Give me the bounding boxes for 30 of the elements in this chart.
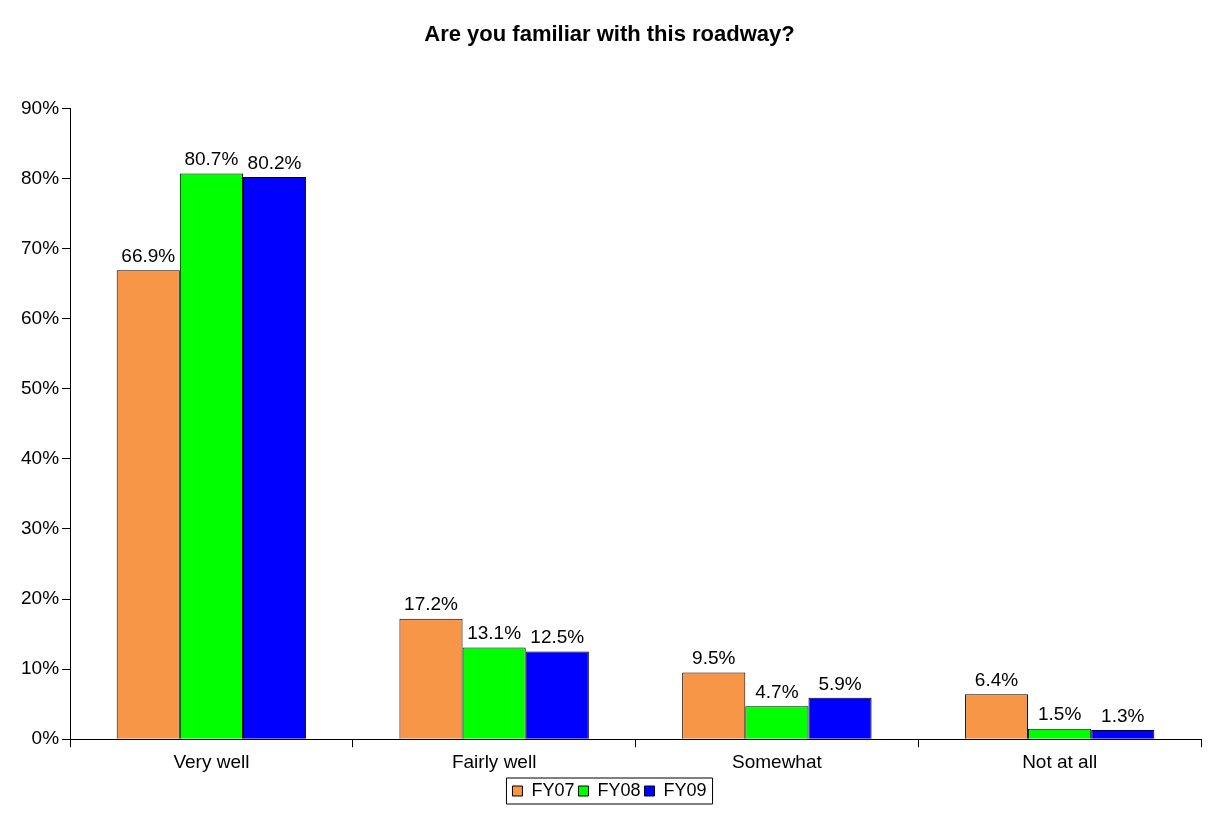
x-tick-label: Very well: [173, 750, 250, 772]
x-tick-label: Not at all: [1022, 750, 1098, 772]
y-tick-label: 60%: [21, 306, 60, 328]
legend-label: FY07: [531, 779, 575, 800]
x-tick-label: Fairly well: [451, 750, 537, 772]
data-label: 13.1%: [467, 622, 522, 644]
data-label: 4.7%: [755, 680, 799, 702]
chart-title: Are you familiar with this roadway?: [424, 21, 795, 47]
y-tick-label: 10%: [21, 657, 60, 679]
data-label: 80.2%: [247, 151, 302, 173]
data-label: 5.9%: [818, 672, 862, 694]
data-label: 6.4%: [974, 669, 1019, 691]
legend-label: FY08: [597, 779, 641, 800]
y-tick-label: 90%: [21, 96, 60, 118]
data-label: 1.5%: [1037, 703, 1082, 725]
data-label: 66.9%: [121, 245, 176, 267]
y-tick-label: 50%: [21, 376, 60, 398]
data-label: 80.7%: [184, 148, 239, 170]
y-tick-label: 70%: [21, 236, 60, 258]
data-label: 1.3%: [1101, 704, 1145, 726]
data-label: 12.5%: [530, 626, 585, 648]
y-tick-label: 80%: [21, 166, 60, 188]
data-label: 17.2%: [404, 593, 459, 615]
y-tick-label: 20%: [21, 587, 60, 609]
y-tick-label: 40%: [21, 447, 60, 469]
x-tick-label: Somewhat: [731, 750, 823, 772]
y-tick-label: 30%: [21, 517, 60, 539]
legend-label: FY09: [663, 779, 707, 800]
data-label: 9.5%: [692, 647, 736, 669]
y-tick-label: 0%: [31, 727, 60, 749]
